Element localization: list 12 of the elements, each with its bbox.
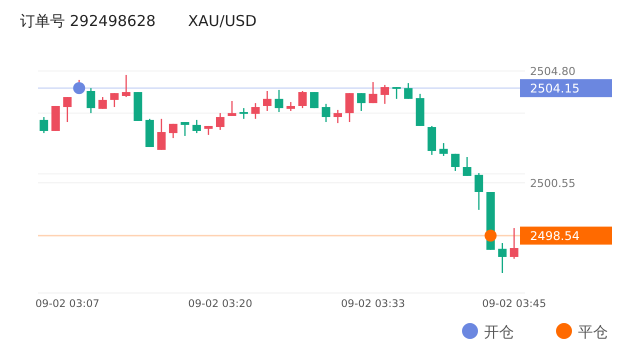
legend-label: 平仓 [578, 323, 608, 341]
x-tick-label: 09-02 03:20 [188, 298, 252, 310]
x-tick-label: 09-02 03:45 [482, 298, 546, 310]
legend-label: 开仓 [484, 323, 514, 341]
x-tick-label: 09-02 03:33 [340, 298, 406, 310]
y-tick-label: 2500.55 [530, 176, 576, 190]
ref-line-label: 2498.54 [530, 229, 580, 244]
y-tick-label: 2504.80 [530, 65, 576, 78]
chart-title: 订单号 292498628 [20, 12, 156, 30]
chart-subtitle: XAU/USD [188, 12, 257, 30]
ref-line-label: 2504.15 [530, 82, 580, 96]
x-tick-label: 09-02 03:07 [35, 298, 100, 310]
